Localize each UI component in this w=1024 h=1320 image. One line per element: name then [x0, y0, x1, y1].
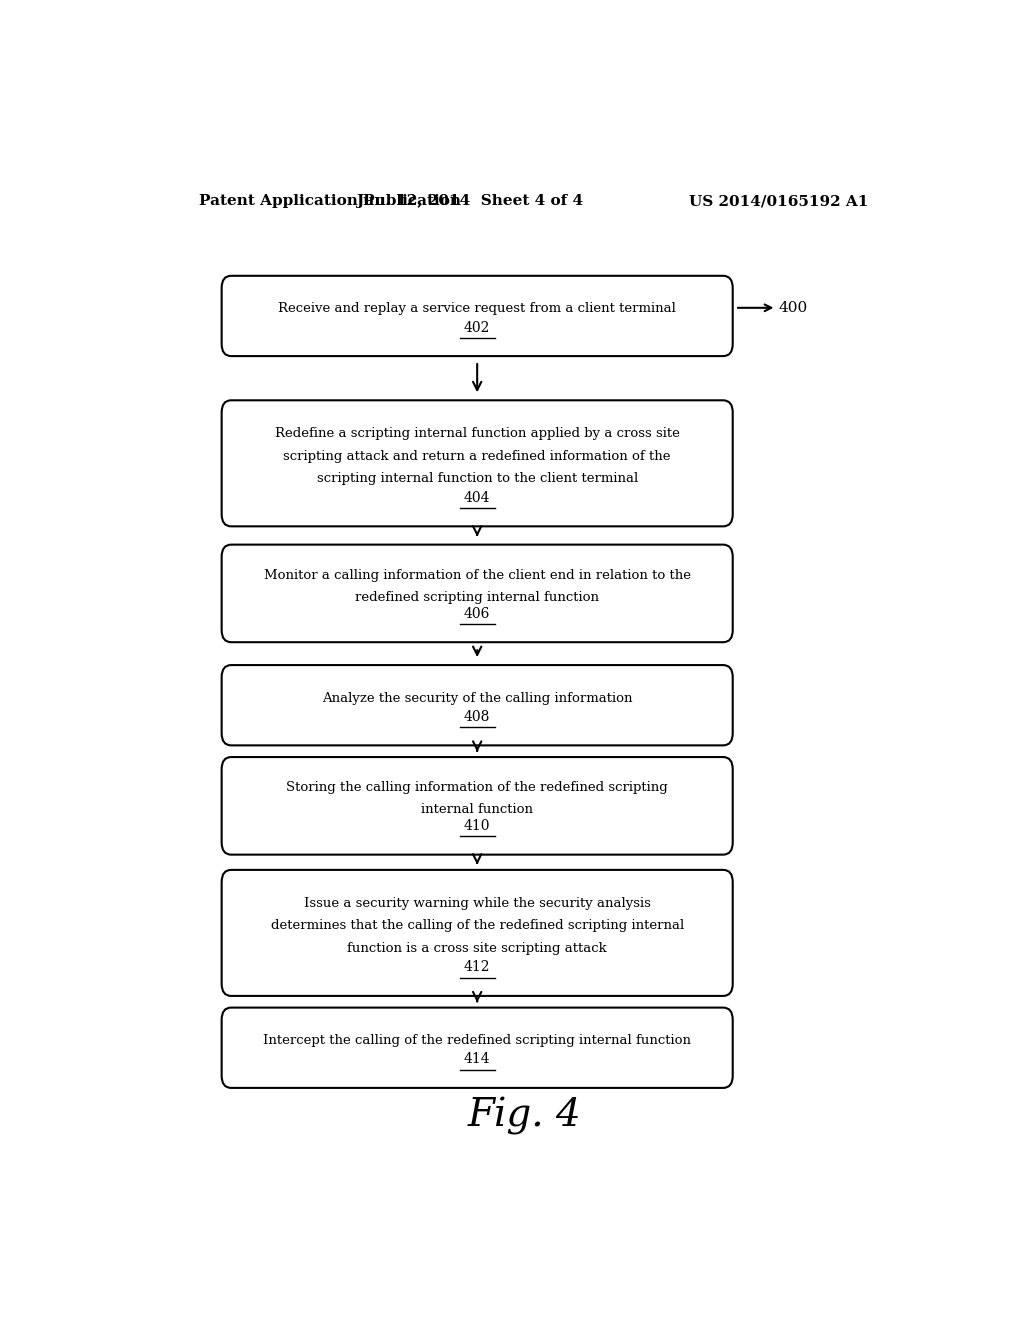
FancyBboxPatch shape	[221, 870, 733, 995]
Text: Intercept the calling of the redefined scripting internal function: Intercept the calling of the redefined s…	[263, 1034, 691, 1047]
Text: Analyze the security of the calling information: Analyze the security of the calling info…	[322, 692, 633, 705]
Text: scripting internal function to the client terminal: scripting internal function to the clien…	[316, 473, 638, 484]
Text: 412: 412	[464, 961, 490, 974]
Text: 402: 402	[464, 321, 490, 335]
Text: 410: 410	[464, 820, 490, 833]
Text: Monitor a calling information of the client end in relation to the: Monitor a calling information of the cli…	[264, 569, 690, 582]
Text: 414: 414	[464, 1052, 490, 1067]
Text: internal function: internal function	[421, 804, 534, 816]
Text: Patent Application Publication: Patent Application Publication	[200, 194, 462, 209]
Text: scripting attack and return a redefined information of the: scripting attack and return a redefined …	[284, 450, 671, 463]
Text: determines that the calling of the redefined scripting internal: determines that the calling of the redef…	[270, 919, 684, 932]
FancyBboxPatch shape	[221, 758, 733, 854]
Text: function is a cross site scripting attack: function is a cross site scripting attac…	[347, 941, 607, 954]
Text: US 2014/0165192 A1: US 2014/0165192 A1	[689, 194, 868, 209]
Text: Redefine a scripting internal function applied by a cross site: Redefine a scripting internal function a…	[274, 428, 680, 441]
Text: Issue a security warning while the security analysis: Issue a security warning while the secur…	[304, 896, 650, 909]
Text: Jun. 12, 2014  Sheet 4 of 4: Jun. 12, 2014 Sheet 4 of 4	[355, 194, 583, 209]
Text: Fig. 4: Fig. 4	[468, 1097, 582, 1135]
Text: 406: 406	[464, 607, 490, 620]
Text: redefined scripting internal function: redefined scripting internal function	[355, 591, 599, 605]
FancyBboxPatch shape	[221, 1007, 733, 1088]
FancyBboxPatch shape	[221, 276, 733, 356]
Text: 404: 404	[464, 491, 490, 504]
FancyBboxPatch shape	[221, 665, 733, 746]
Text: Receive and replay a service request from a client terminal: Receive and replay a service request fro…	[279, 302, 676, 315]
FancyBboxPatch shape	[221, 545, 733, 643]
Text: 408: 408	[464, 710, 490, 723]
FancyBboxPatch shape	[221, 400, 733, 527]
Text: Storing the calling information of the redefined scripting: Storing the calling information of the r…	[287, 781, 668, 795]
Text: 400: 400	[779, 301, 808, 314]
